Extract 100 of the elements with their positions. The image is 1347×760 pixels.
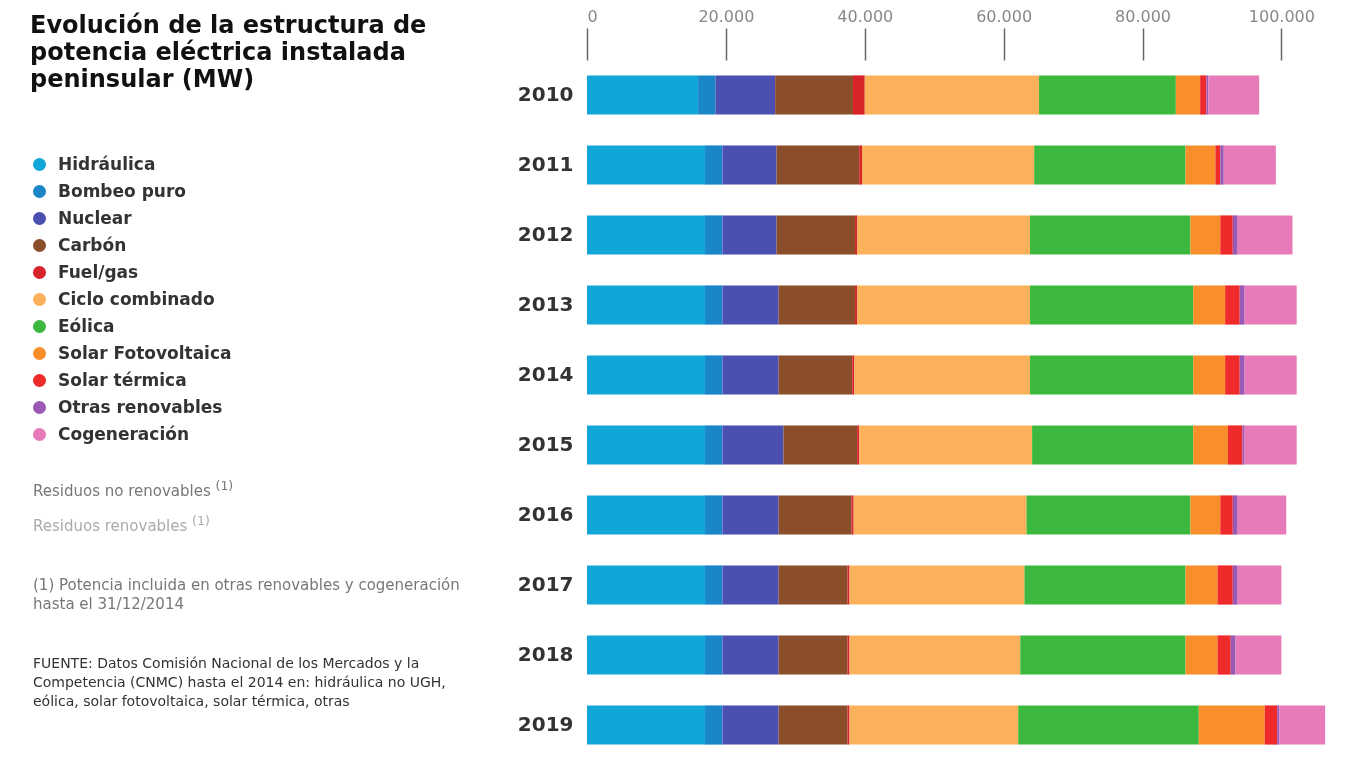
bar — [1244, 355, 1297, 395]
bar — [1217, 565, 1233, 605]
y-tick-label: 2011 — [517, 152, 574, 176]
bar — [1225, 285, 1240, 325]
bar — [705, 425, 723, 465]
x-tick-label: 60.000 — [976, 6, 1033, 26]
legend-label: Solar térmica — [58, 369, 187, 390]
bar — [778, 495, 852, 535]
bar — [852, 75, 865, 115]
bar — [1175, 75, 1201, 115]
bar — [861, 145, 1035, 185]
bar — [722, 495, 779, 535]
bar — [587, 285, 706, 325]
bar — [783, 425, 858, 465]
x-tick-label: 0 — [587, 6, 598, 26]
legend-label: Ciclo combinado — [58, 288, 215, 309]
bar — [778, 355, 853, 395]
bar — [705, 355, 723, 395]
bar — [722, 355, 779, 395]
bar — [1237, 215, 1293, 255]
bar — [1225, 355, 1240, 395]
bar — [857, 215, 1031, 255]
bar — [1237, 565, 1282, 605]
bar — [1232, 495, 1238, 535]
bar — [722, 425, 784, 465]
bar — [1030, 285, 1194, 325]
bar — [849, 565, 1025, 605]
bar — [1039, 75, 1176, 115]
bar — [722, 215, 777, 255]
text: (1) Potencia incluida en otras renovables y cogeneración hasta el 31/12/2014 — [33, 576, 461, 614]
bar — [854, 355, 1031, 395]
bar — [1185, 635, 1218, 675]
text: Evolución de la estructura de potencia eléctrica instalada peninsular (MW) — [30, 11, 428, 93]
bar — [778, 705, 848, 745]
bar — [587, 425, 706, 465]
bar — [722, 635, 779, 675]
bar — [1208, 75, 1260, 115]
bar — [855, 215, 858, 255]
bar — [1190, 495, 1221, 535]
bar — [1279, 705, 1326, 745]
bar — [1020, 635, 1186, 675]
bar — [776, 215, 856, 255]
bar — [587, 495, 706, 535]
bar — [698, 75, 716, 115]
bar — [705, 215, 723, 255]
bar — [705, 495, 723, 535]
x-tick-label: 100.000 — [1248, 6, 1315, 26]
bar — [587, 145, 706, 185]
x-tick-label: 40.000 — [837, 6, 894, 26]
bar — [775, 75, 853, 115]
y-tick-label: 2018 — [517, 642, 574, 666]
bar — [587, 75, 699, 115]
bar — [853, 495, 1027, 535]
bar — [1024, 565, 1186, 605]
bar — [776, 145, 860, 185]
y-tick-label: 2016 — [517, 502, 574, 526]
bar — [852, 355, 855, 395]
bar — [587, 565, 706, 605]
bar — [864, 75, 1040, 115]
bar — [1185, 145, 1216, 185]
bar — [1198, 705, 1265, 745]
bar — [1223, 145, 1276, 185]
bar — [859, 425, 1033, 465]
legend-label: Hidráulica — [58, 153, 156, 174]
bar — [715, 75, 776, 115]
bar — [778, 565, 848, 605]
bar — [1227, 425, 1243, 465]
bar — [1235, 635, 1282, 675]
bar — [1217, 635, 1231, 675]
bar — [1018, 705, 1199, 745]
bar — [705, 145, 723, 185]
bar — [1244, 425, 1297, 465]
bar — [722, 285, 779, 325]
bar — [778, 285, 856, 325]
y-tick-label: 2019 — [517, 712, 574, 736]
bar — [851, 495, 854, 535]
bar — [1232, 565, 1238, 605]
bar — [847, 635, 850, 675]
bar — [1239, 285, 1245, 325]
bar — [722, 145, 777, 185]
legend-label: Carbón — [58, 234, 127, 255]
bar — [778, 635, 848, 675]
source-note: FUENTE: Datos Comisión Nacional de los Mercados y la Competencia (CNMC) hasta el 2014 en: hidráulica no UGH, eólica, solar fotovoltaica, solar térmica, otras — [33, 654, 447, 711]
legend-label: Fuel/gas — [58, 261, 139, 282]
bar — [722, 705, 779, 745]
bar — [705, 565, 723, 605]
bar — [1193, 355, 1226, 395]
bar — [1185, 565, 1218, 605]
y-tick-label: 2015 — [517, 432, 574, 456]
bar — [722, 565, 779, 605]
bar — [1237, 495, 1287, 535]
bar — [1220, 145, 1224, 185]
bar — [587, 705, 706, 745]
y-tick-label: 2017 — [517, 572, 574, 596]
bar — [857, 285, 1031, 325]
bar — [1030, 355, 1194, 395]
y-tick-label: 2014 — [517, 362, 574, 386]
y-tick-label: 2010 — [517, 82, 574, 106]
bar — [847, 705, 850, 745]
bar — [1239, 355, 1245, 395]
